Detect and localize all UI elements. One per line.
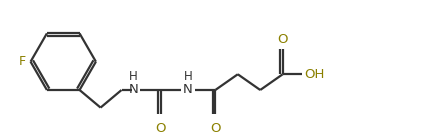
Text: H: H	[183, 70, 192, 83]
Text: O: O	[278, 33, 288, 46]
Text: N: N	[128, 83, 138, 96]
Text: OH: OH	[304, 68, 325, 81]
Text: O: O	[210, 122, 220, 132]
Text: N: N	[183, 83, 193, 96]
Text: F: F	[19, 55, 26, 68]
Text: H: H	[129, 70, 138, 83]
Text: O: O	[155, 122, 166, 132]
